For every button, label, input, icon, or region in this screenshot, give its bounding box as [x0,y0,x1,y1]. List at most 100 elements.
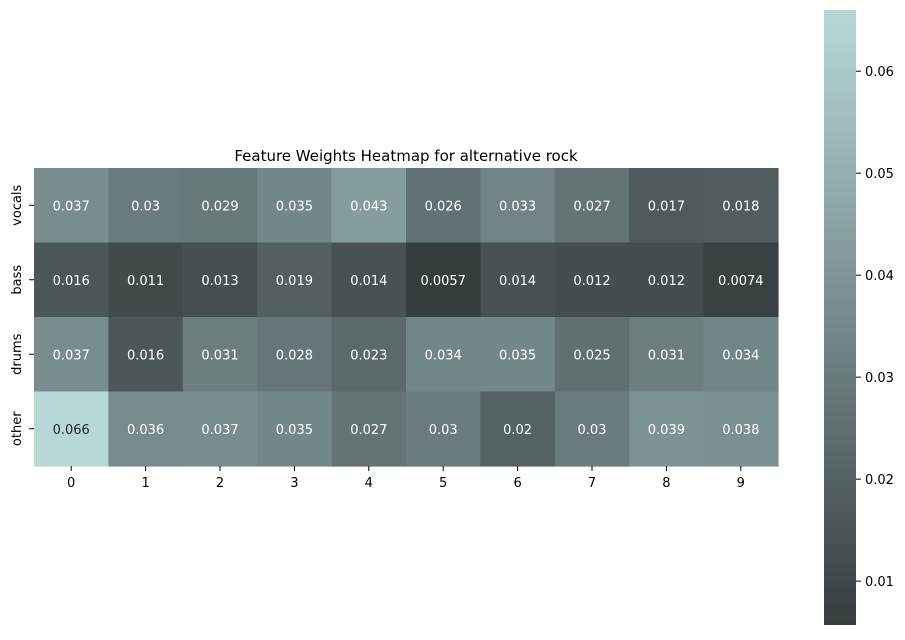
cell-value-label: 0.026 [425,199,462,214]
heatmap-cell [34,391,109,467]
cell-value-label: 0.035 [276,423,313,438]
heatmap-cell [331,242,407,318]
heatmap-cell [108,242,184,318]
x-tick-label: 4 [365,476,373,491]
cell-value-label: 0.034 [722,348,759,363]
cell-value-label: 0.031 [201,348,238,363]
x-axis: 0 1 2 3 4 5 6 7 8 9 [67,466,745,491]
heatmap-cell [703,391,779,467]
colorbar: 0.01 0.02 0.03 0.04 0.05 0.06 [824,10,894,625]
cell-value-label: 0.028 [276,348,313,363]
cell-value-label: 0.0074 [718,274,764,289]
heatmap-cell [257,242,333,318]
heatmap-cell [554,317,630,393]
heatmap-cell [331,391,407,467]
y-tick-label: other [10,411,25,446]
cell-value-label: 0.03 [578,423,607,438]
heatmap-cell [629,242,705,318]
x-tick-label: 6 [513,476,521,491]
chart-title: Feature Weights Heatmap for alternative … [234,147,578,165]
cell-value-label: 0.014 [499,274,536,289]
heatmap-cell [480,168,556,244]
heatmap-cell [108,317,184,393]
y-axis: vocals bass drums other [10,184,34,446]
x-tick-label: 2 [216,476,224,491]
colorbar-tick-label: 0.01 [865,575,894,590]
cell-value-label: 0.066 [53,423,90,438]
heatmap-cell [34,242,109,318]
heatmap-cell [182,317,258,393]
cell-value-label: 0.017 [648,199,685,214]
cell-value-label: 0.016 [53,274,90,289]
cell-value-label: 0.012 [573,274,610,289]
heatmap-cell [629,391,705,467]
colorbar-tick-label: 0.04 [865,269,894,284]
cell-value-label: 0.012 [648,274,685,289]
cell-value-label: 0.027 [573,199,610,214]
x-tick-label: 1 [141,476,149,491]
heatmap-cell [480,317,556,393]
heatmap-cell [554,168,630,244]
cell-value-label: 0.011 [127,274,164,289]
heatmap-cell [331,168,407,244]
cell-value-label: 0.0057 [420,274,466,289]
heatmap-cell [703,317,779,393]
colorbar-tick-label: 0.03 [865,371,894,386]
cell-value-label: 0.039 [648,423,685,438]
cell-value-label: 0.031 [648,348,685,363]
heatmap-cell [182,168,258,244]
heatmap-cell [480,242,556,318]
heatmap-cell [331,317,407,393]
y-tick-label: drums [10,333,25,374]
cell-value-label: 0.035 [499,348,536,363]
heatmap-cells [34,168,779,467]
cell-value-label: 0.03 [429,423,458,438]
heatmap-cell [703,168,779,244]
cell-value-label: 0.037 [201,423,238,438]
heatmap-cell [257,391,333,467]
heatmap-cell [182,242,258,318]
heatmap-cell [108,168,184,244]
y-tick-label: vocals [10,184,25,225]
cell-value-label: 0.014 [350,274,387,289]
cell-value-label: 0.035 [276,199,313,214]
x-tick-label: 7 [588,476,596,491]
cell-annotations: 0.037 0.03 0.029 0.035 0.043 0.026 0.033 0.027 0… [53,199,764,438]
cell-value-label: 0.033 [499,199,536,214]
cell-value-label: 0.036 [127,423,164,438]
cell-value-label: 0.037 [53,199,90,214]
cell-value-label: 0.037 [53,348,90,363]
x-tick-label: 0 [67,476,75,491]
heatmap-cell [703,242,779,318]
heatmap-cell [406,317,481,393]
x-tick-label: 3 [290,476,298,491]
x-tick-label: 5 [439,476,447,491]
heatmap-cell [34,168,109,244]
cell-value-label: 0.034 [425,348,462,363]
colorbar-tick-label: 0.02 [865,473,894,488]
cell-value-label: 0.038 [722,423,759,438]
heatmap-cell [257,168,333,244]
cell-value-label: 0.016 [127,348,164,363]
colorbar-tick-label: 0.06 [865,65,894,80]
heatmap-cell [480,391,556,467]
heatmap-cell [257,317,333,393]
cell-value-label: 0.025 [573,348,610,363]
colorbar-gradient [824,10,856,625]
heatmap-cell [182,391,258,467]
cell-value-label: 0.043 [350,199,387,214]
cell-value-label: 0.019 [276,274,313,289]
heatmap-cell [554,242,630,318]
cell-value-label: 0.029 [201,199,238,214]
colorbar-tick-label: 0.05 [865,167,894,182]
heatmap-cell [629,317,705,393]
heatmap-cell [554,391,630,467]
cell-value-label: 0.03 [131,199,160,214]
x-tick-label: 8 [662,476,670,491]
heatmap-cell [406,242,481,318]
heatmap-cell [629,168,705,244]
cell-value-label: 0.013 [201,274,238,289]
heatmap-cell [406,168,481,244]
cell-value-label: 0.018 [722,199,759,214]
